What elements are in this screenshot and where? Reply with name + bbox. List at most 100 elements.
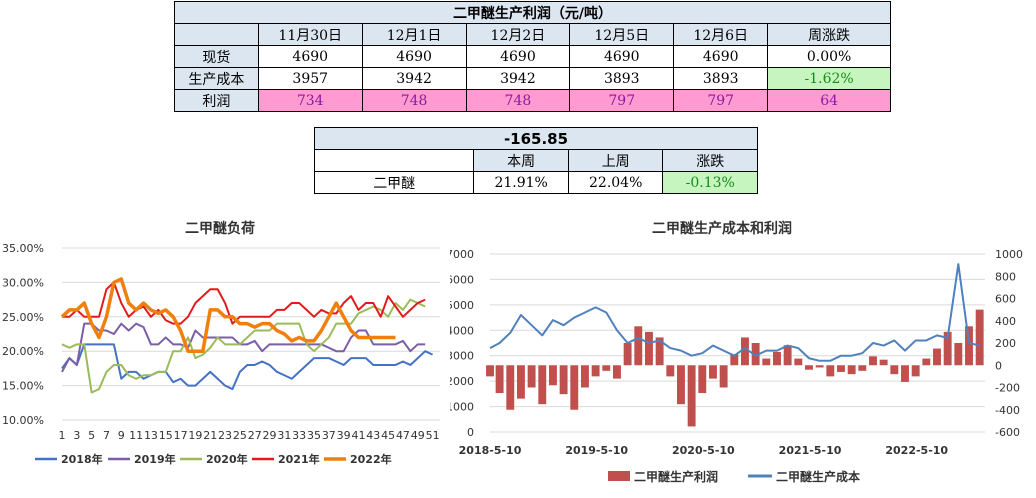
column-header: 11月30日 xyxy=(257,23,363,46)
y-tick-label: 15.00% xyxy=(2,380,44,393)
table-cell: 4690 xyxy=(465,45,571,68)
profit-bar xyxy=(687,365,696,427)
table-cell: 3893 xyxy=(569,67,675,90)
x-tick-label: 9 xyxy=(118,429,125,442)
y-left-tick-label: 5000 xyxy=(450,299,474,312)
profit-bar xyxy=(623,343,632,366)
x-tick-label: 17 xyxy=(174,429,188,442)
profit-bar xyxy=(634,326,643,366)
x-tick-label: 21 xyxy=(203,429,217,442)
profit-bar xyxy=(869,356,877,366)
profit-bar xyxy=(495,365,504,394)
profit-bar xyxy=(613,365,621,379)
row-label: 生产成本 xyxy=(174,67,259,90)
x-tick-label: 2021-5-10 xyxy=(779,444,842,457)
header-corner xyxy=(174,23,259,46)
x-tick-label: 2018-5-10 xyxy=(459,444,522,457)
profit-bar xyxy=(506,365,515,410)
cost-profit-chart-title: 二甲醚生产成本和利润 xyxy=(652,221,792,237)
table-row: 生产成本 3957 3942 3942 3893 3893 -1.62% xyxy=(174,67,891,90)
profit-bar xyxy=(719,365,728,388)
table-cell: 748 xyxy=(361,89,467,112)
legend-label: 2022年 xyxy=(350,452,392,466)
cost-profit-chart: 01000200030004000500060007000-600-400-20… xyxy=(450,248,1023,484)
y-right-tick-label: 600 xyxy=(995,293,1016,306)
table-cell: 4690 xyxy=(361,45,467,68)
table-cell: 3957 xyxy=(257,67,363,90)
column-header: 12月5日 xyxy=(569,23,675,46)
profit-bar xyxy=(773,351,781,366)
profit-bar xyxy=(591,365,600,377)
x-tick-label: 1 xyxy=(59,429,66,442)
profit-bar xyxy=(922,358,931,366)
profit-bar xyxy=(645,331,653,366)
profit-bar xyxy=(677,365,685,405)
profit-bar xyxy=(709,365,717,379)
profit-bar xyxy=(826,365,835,377)
table-cell: 797 xyxy=(673,89,769,112)
profit-bar xyxy=(783,345,792,366)
profit-bar xyxy=(486,365,494,377)
x-tick-label: 5 xyxy=(88,429,95,442)
y-right-tick-label: -400 xyxy=(995,404,1020,417)
x-tick-label: 37 xyxy=(322,429,336,442)
x-tick-label: 33 xyxy=(292,429,306,442)
x-tick-label: 13 xyxy=(144,429,158,442)
y-right-tick-label: -600 xyxy=(995,426,1020,439)
profit-bar xyxy=(805,365,813,370)
load-line-chart: 10.00%15.00%20.00%25.00%30.00%35.00%1 3 5 7… xyxy=(2,242,440,466)
y-right-tick-label: -200 xyxy=(995,382,1020,395)
profit-bar xyxy=(815,365,824,368)
profit-bar xyxy=(794,358,803,366)
x-tick-label: 51 xyxy=(426,429,440,442)
table-cell: 21.91% xyxy=(473,171,569,194)
x-tick-label: 31 xyxy=(277,429,291,442)
y-left-tick-label: 3000 xyxy=(450,350,474,363)
x-tick-label: 35 xyxy=(307,429,321,442)
y-tick-label: 20.00% xyxy=(2,345,44,358)
series-line-2018年 xyxy=(61,343,434,391)
profit-bar xyxy=(698,365,707,394)
y-tick-label: 35.00% xyxy=(2,242,44,255)
table-cell: 4690 xyxy=(257,45,363,68)
x-tick-label: 47 xyxy=(396,429,410,442)
profit-bar xyxy=(570,365,579,410)
x-tick-label: 2022-5-10 xyxy=(885,444,948,457)
y-left-tick-label: 7000 xyxy=(450,248,474,261)
y-right-tick-label: 200 xyxy=(995,337,1016,350)
x-tick-label: 39 xyxy=(337,429,351,442)
profit-bar xyxy=(965,326,973,366)
x-tick-label: 2019-5-10 xyxy=(565,444,628,457)
profit-bar xyxy=(762,358,771,366)
table-cell: -1.62% xyxy=(767,67,891,90)
legend-label: 2019年 xyxy=(134,452,176,466)
table-cell: 748 xyxy=(465,89,571,112)
table-cell: 0.00% xyxy=(767,45,891,68)
x-tick-label: 43 xyxy=(366,429,380,442)
x-tick-label: 27 xyxy=(248,429,262,442)
column-header: 12月6日 xyxy=(673,23,769,46)
profit-bar xyxy=(911,365,920,377)
load-table: -165.85 本周 上周 涨跌 二甲醚 21.91% 22.04% -0.13% xyxy=(313,127,758,194)
series-line-2021年 xyxy=(62,281,426,325)
y-tick-label: 30.00% xyxy=(2,276,44,289)
table-cell: 4690 xyxy=(569,45,675,68)
x-tick-label: 7 xyxy=(103,429,110,442)
profit-bar xyxy=(559,365,568,395)
y-right-tick-label: 0 xyxy=(995,359,1002,372)
y-left-tick-label: 6000 xyxy=(450,273,474,286)
table-row: 利润 734 748 748 797 797 64 xyxy=(174,89,891,112)
table-cell: 64 xyxy=(767,89,891,112)
profit-bar xyxy=(548,365,557,386)
x-tick-label: 15 xyxy=(159,429,173,442)
profit-bar xyxy=(527,365,536,388)
profit-bar xyxy=(954,343,963,366)
column-header: 周涨跌 xyxy=(767,23,891,46)
header-corner xyxy=(313,149,475,172)
profit-bar xyxy=(837,365,845,372)
legend-label: 2018年 xyxy=(61,452,103,466)
column-header: 上周 xyxy=(567,149,664,172)
row-label: 现货 xyxy=(174,45,259,68)
table-cell: 3942 xyxy=(361,67,467,90)
legend-swatch xyxy=(608,471,630,481)
